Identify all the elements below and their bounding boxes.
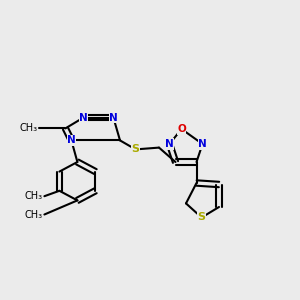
- Text: CH₃: CH₃: [25, 209, 43, 220]
- Text: N: N: [165, 139, 174, 149]
- Text: CH₃: CH₃: [25, 191, 43, 201]
- Text: CH₃: CH₃: [20, 123, 38, 134]
- Text: N: N: [67, 135, 76, 146]
- Text: O: O: [177, 124, 186, 134]
- Text: S: S: [132, 144, 140, 154]
- Text: N: N: [198, 139, 207, 149]
- Text: S: S: [198, 212, 206, 223]
- Text: N: N: [79, 112, 88, 123]
- Text: N: N: [109, 112, 118, 123]
